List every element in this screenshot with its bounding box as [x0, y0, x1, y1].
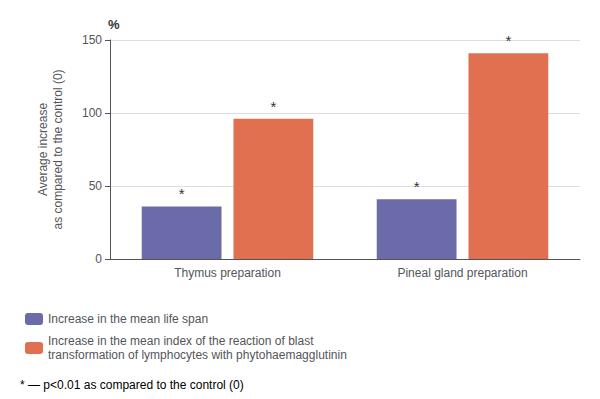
svg-text:100: 100	[82, 106, 102, 120]
svg-text:*: *	[414, 178, 420, 195]
svg-text:*: *	[270, 98, 276, 115]
svg-text:as compared to the control (0): as compared to the control (0)	[51, 69, 65, 229]
svg-text:Increase in the mean life span: Increase in the mean life span	[48, 312, 208, 326]
svg-text:Average increase: Average increase	[36, 103, 50, 196]
svg-text:0: 0	[95, 252, 102, 266]
svg-text:Increase in the mean index of: Increase in the mean index of the reacti…	[48, 334, 314, 348]
svg-text:50: 50	[89, 179, 103, 193]
svg-text:Thymus preparation: Thymus preparation	[174, 266, 281, 280]
svg-text:*: *	[505, 32, 511, 49]
svg-text:*: *	[179, 185, 185, 202]
svg-text:Pineal gland preparation: Pineal gland preparation	[397, 266, 527, 280]
svg-text:150: 150	[82, 33, 102, 47]
svg-text:* — p<0.01 as compared to the: * — p<0.01 as compared to the control (0…	[20, 378, 244, 392]
svg-text:%: %	[108, 17, 120, 32]
svg-text:transformation of lymphocytes: transformation of lymphocytes with phyto…	[48, 348, 347, 362]
